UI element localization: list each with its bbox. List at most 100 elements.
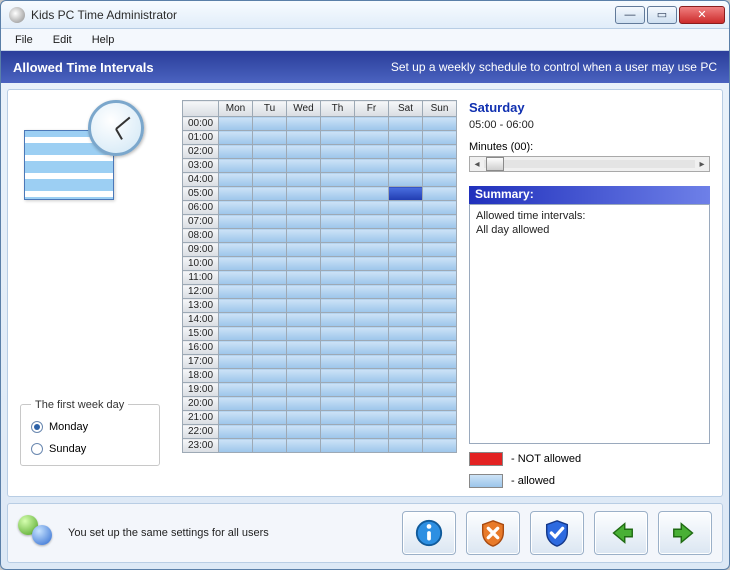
schedule-cell[interactable] bbox=[253, 369, 287, 383]
schedule-cell[interactable] bbox=[287, 355, 321, 369]
schedule-cell[interactable] bbox=[321, 327, 355, 341]
schedule-cell[interactable] bbox=[355, 299, 389, 313]
schedule-cell[interactable] bbox=[389, 355, 423, 369]
schedule-cell[interactable] bbox=[253, 145, 287, 159]
schedule-cell[interactable] bbox=[321, 299, 355, 313]
schedule-cell[interactable] bbox=[219, 411, 253, 425]
schedule-cell[interactable] bbox=[219, 271, 253, 285]
schedule-cell[interactable] bbox=[423, 285, 457, 299]
schedule-cell[interactable] bbox=[389, 271, 423, 285]
schedule-cell[interactable] bbox=[423, 439, 457, 453]
day-header[interactable]: Tu bbox=[253, 101, 287, 117]
day-header[interactable]: Mon bbox=[219, 101, 253, 117]
schedule-cell[interactable] bbox=[219, 145, 253, 159]
schedule-cell[interactable] bbox=[253, 327, 287, 341]
schedule-cell[interactable] bbox=[423, 229, 457, 243]
schedule-cell[interactable] bbox=[321, 215, 355, 229]
schedule-cell[interactable] bbox=[423, 131, 457, 145]
menu-file[interactable]: File bbox=[7, 32, 41, 48]
slider-right-arrow[interactable]: ▸ bbox=[695, 159, 709, 170]
schedule-cell[interactable] bbox=[287, 229, 321, 243]
day-header[interactable]: Fr bbox=[355, 101, 389, 117]
schedule-cell[interactable] bbox=[287, 257, 321, 271]
schedule-cell[interactable] bbox=[219, 159, 253, 173]
schedule-cell[interactable] bbox=[219, 299, 253, 313]
schedule-cell[interactable] bbox=[287, 131, 321, 145]
schedule-cell[interactable] bbox=[253, 173, 287, 187]
schedule-cell[interactable] bbox=[219, 313, 253, 327]
schedule-cell[interactable] bbox=[253, 159, 287, 173]
schedule-cell[interactable] bbox=[355, 425, 389, 439]
schedule-cell[interactable] bbox=[321, 355, 355, 369]
schedule-cell[interactable] bbox=[389, 215, 423, 229]
schedule-cell[interactable] bbox=[389, 313, 423, 327]
schedule-cell[interactable] bbox=[355, 369, 389, 383]
schedule-cell[interactable] bbox=[389, 131, 423, 145]
schedule-cell[interactable] bbox=[253, 229, 287, 243]
schedule-cell[interactable] bbox=[287, 187, 321, 201]
schedule-cell[interactable] bbox=[321, 257, 355, 271]
schedule-cell[interactable] bbox=[389, 229, 423, 243]
schedule-cell[interactable] bbox=[355, 383, 389, 397]
schedule-cell[interactable] bbox=[321, 271, 355, 285]
schedule-cell[interactable] bbox=[321, 439, 355, 453]
schedule-cell[interactable] bbox=[389, 299, 423, 313]
schedule-cell[interactable] bbox=[287, 313, 321, 327]
schedule-cell[interactable] bbox=[355, 313, 389, 327]
schedule-cell[interactable] bbox=[287, 397, 321, 411]
schedule-cell[interactable] bbox=[219, 201, 253, 215]
schedule-cell[interactable] bbox=[355, 397, 389, 411]
schedule-cell[interactable] bbox=[253, 313, 287, 327]
schedule-cell[interactable] bbox=[423, 159, 457, 173]
schedule-cell[interactable] bbox=[321, 159, 355, 173]
schedule-cell[interactable] bbox=[253, 299, 287, 313]
schedule-cell[interactable] bbox=[355, 159, 389, 173]
schedule-cell[interactable] bbox=[321, 425, 355, 439]
schedule-cell[interactable] bbox=[389, 159, 423, 173]
schedule-cell[interactable] bbox=[321, 173, 355, 187]
schedule-cell[interactable] bbox=[389, 397, 423, 411]
schedule-cell[interactable] bbox=[219, 243, 253, 257]
schedule-cell[interactable] bbox=[287, 425, 321, 439]
schedule-cell[interactable] bbox=[389, 117, 423, 131]
schedule-cell[interactable] bbox=[219, 341, 253, 355]
slider-left-arrow[interactable]: ◂ bbox=[470, 159, 484, 170]
schedule-cell[interactable] bbox=[355, 285, 389, 299]
schedule-cell[interactable] bbox=[355, 229, 389, 243]
schedule-cell[interactable] bbox=[287, 285, 321, 299]
schedule-cell[interactable] bbox=[287, 439, 321, 453]
schedule-cell[interactable] bbox=[389, 145, 423, 159]
schedule-cell[interactable] bbox=[321, 145, 355, 159]
schedule-cell[interactable] bbox=[355, 257, 389, 271]
schedule-cell[interactable] bbox=[355, 215, 389, 229]
schedule-cell[interactable] bbox=[321, 313, 355, 327]
schedule-cell[interactable] bbox=[355, 117, 389, 131]
back-button[interactable] bbox=[594, 511, 648, 555]
schedule-cell[interactable] bbox=[355, 201, 389, 215]
schedule-cell[interactable] bbox=[253, 187, 287, 201]
schedule-cell[interactable] bbox=[389, 187, 423, 201]
schedule-cell[interactable] bbox=[355, 327, 389, 341]
schedule-cell[interactable] bbox=[423, 341, 457, 355]
schedule-cell[interactable] bbox=[423, 299, 457, 313]
info-button[interactable] bbox=[402, 511, 456, 555]
schedule-cell[interactable] bbox=[423, 257, 457, 271]
schedule-cell[interactable] bbox=[355, 341, 389, 355]
schedule-cell[interactable] bbox=[423, 201, 457, 215]
schedule-cell[interactable] bbox=[355, 131, 389, 145]
schedule-cell[interactable] bbox=[389, 411, 423, 425]
schedule-cell[interactable] bbox=[321, 187, 355, 201]
schedule-cell[interactable] bbox=[287, 173, 321, 187]
schedule-cell[interactable] bbox=[253, 285, 287, 299]
schedule-cell[interactable] bbox=[253, 425, 287, 439]
schedule-cell[interactable] bbox=[423, 411, 457, 425]
schedule-cell[interactable] bbox=[423, 243, 457, 257]
schedule-cell[interactable] bbox=[287, 215, 321, 229]
schedule-cell[interactable] bbox=[287, 117, 321, 131]
schedule-cell[interactable] bbox=[423, 145, 457, 159]
schedule-cell[interactable] bbox=[253, 271, 287, 285]
schedule-cell[interactable] bbox=[219, 425, 253, 439]
schedule-grid[interactable]: MonTuWedThFrSatSun00:0001:0002:0003:0004… bbox=[182, 100, 457, 453]
schedule-cell[interactable] bbox=[287, 201, 321, 215]
schedule-cell[interactable] bbox=[253, 439, 287, 453]
